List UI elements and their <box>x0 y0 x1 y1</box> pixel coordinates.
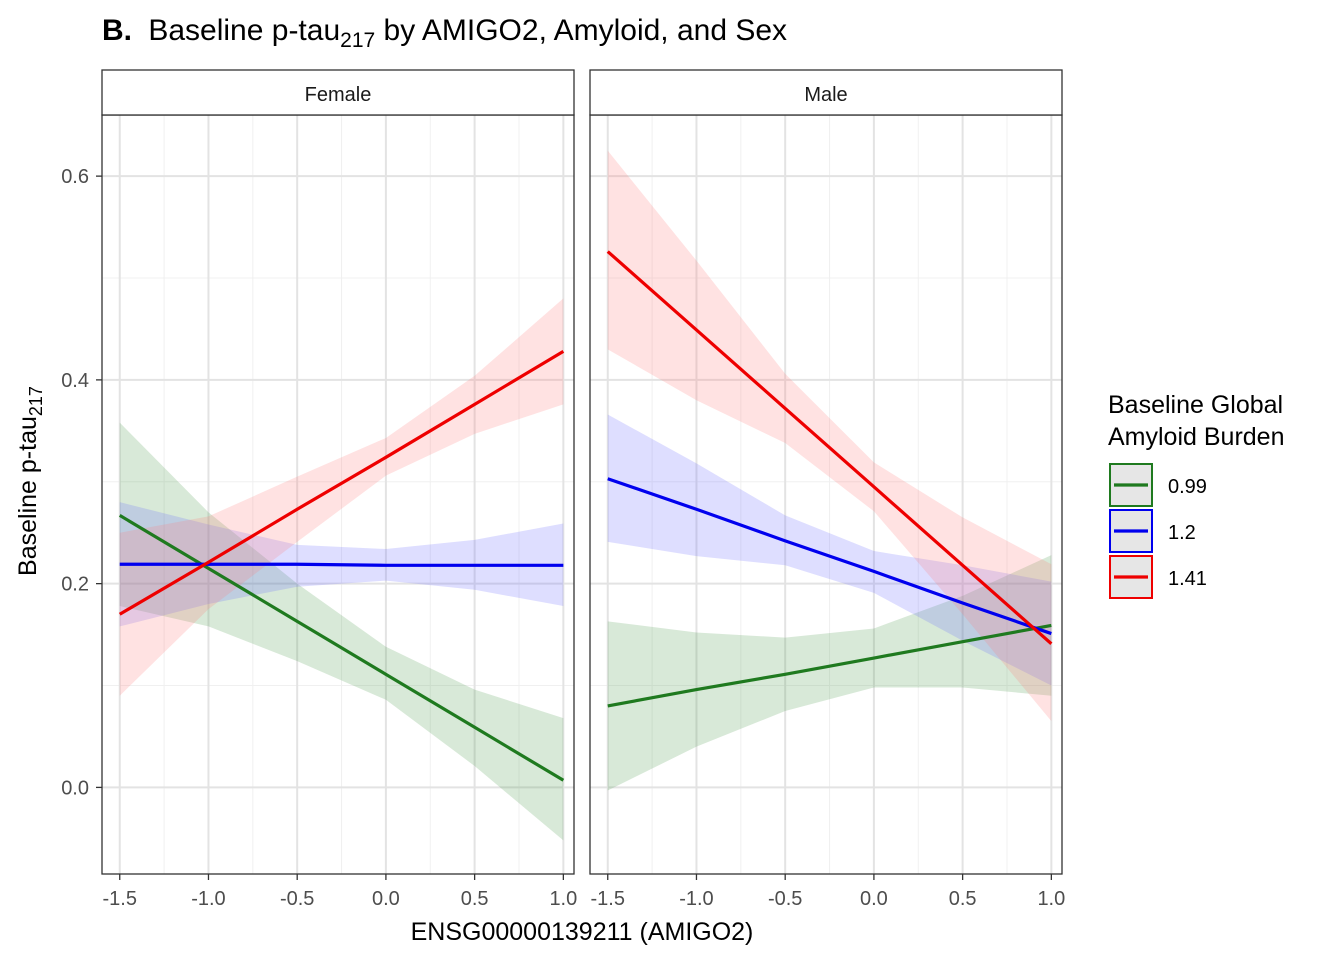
facet-strip-label: Male <box>804 84 847 106</box>
legend-label: 0.99 <box>1168 476 1207 498</box>
legend-key-1.2: 1.2 <box>1109 509 1196 553</box>
x-tick-label: -1.0 <box>191 888 225 910</box>
y-tick-label: 0.4 <box>61 370 89 392</box>
series-line-1.2 <box>119 562 564 567</box>
y-axis-label-subscript: 217 <box>26 386 46 416</box>
confidence-band-0.99 <box>607 555 1052 791</box>
confidence-band-1.41 <box>119 298 564 696</box>
chart-title-main: Baseline p-tau <box>148 14 340 47</box>
y-axis-label: Baseline p-tau217 <box>14 386 46 576</box>
x-tick-label: -1.5 <box>591 888 625 910</box>
x-tick-label: -0.5 <box>280 888 314 910</box>
y-tick-label: 0.2 <box>61 574 89 596</box>
panel-male: Male -1.5 -1.0 -0.5 0.0 0.5 1.0 <box>589 69 1065 910</box>
y-axis: 0.0 0.2 0.4 0.6 <box>61 166 102 799</box>
x-tick-label: 0.5 <box>949 888 977 910</box>
series-line-1.2 <box>607 477 1052 636</box>
facet-strip <box>589 69 1063 116</box>
chart-title-rest: by AMIGO2, Amyloid, and Sex <box>375 14 787 47</box>
x-tick-label: 0.0 <box>860 888 888 910</box>
facet-strip-label: Female <box>305 84 372 106</box>
chart-title-subscript: 217 <box>340 29 375 52</box>
legend-key-1.41: 1.41 <box>1109 555 1207 599</box>
x-tick-label: -0.5 <box>768 888 802 910</box>
y-axis-label-main: Baseline p-tau <box>14 416 42 576</box>
x-tick-label: 0.0 <box>372 888 400 910</box>
x-tick-label: -1.0 <box>679 888 713 910</box>
legend-label: 1.2 <box>1168 522 1196 544</box>
panels-layer: Female -1.5 -1.0 -0.5 0.0 0.5 1.0 Male -1.5 -1.0 -… <box>101 69 1065 910</box>
facet-strip <box>101 69 575 116</box>
legend-title-line1: Baseline Global <box>1108 391 1283 419</box>
y-tick-label: 0.0 <box>61 777 89 799</box>
x-tick-label: -1.5 <box>103 888 137 910</box>
confidence-band-0.99 <box>119 422 564 841</box>
x-tick-label: 0.5 <box>461 888 489 910</box>
x-axis-label: ENSG00000139211 (AMIGO2) <box>411 918 754 946</box>
x-tick-label: 1.0 <box>549 888 577 910</box>
series-line-0.99 <box>607 623 1052 708</box>
chart-title-prefix: B. <box>102 14 132 47</box>
confidence-band-1.2 <box>607 414 1052 686</box>
legend: Baseline Global Amyloid Burden 0.99 1.2 1.… <box>1108 391 1284 599</box>
legend-key-0.99: 0.99 <box>1109 463 1207 507</box>
legend-entries: 0.99 1.2 1.41 <box>1109 463 1207 599</box>
series-line-0.99 <box>118 514 565 782</box>
series-line-1.41 <box>118 349 565 616</box>
legend-title-line2: Amyloid Burden <box>1108 423 1284 451</box>
legend-label: 1.41 <box>1168 568 1207 590</box>
panel-background <box>590 115 1062 874</box>
y-tick-label: 0.6 <box>61 166 89 188</box>
confidence-band-1.41 <box>607 150 1052 722</box>
panel-female: Female -1.5 -1.0 -0.5 0.0 0.5 1.0 <box>101 69 577 910</box>
x-tick-label: 1.0 <box>1037 888 1065 910</box>
chart-title: B. Baseline p-tau217 by AMIGO2, Amyloid,… <box>102 14 787 52</box>
series-line-1.41 <box>606 250 1053 645</box>
panel-background <box>102 115 574 874</box>
